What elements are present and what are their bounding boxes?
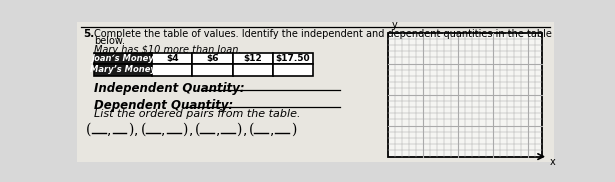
Text: ): ) — [291, 123, 296, 137]
Text: ,: , — [107, 123, 111, 137]
Bar — [152, 53, 192, 64]
Bar — [273, 64, 313, 76]
Bar — [94, 64, 152, 76]
Text: (: ( — [140, 123, 146, 137]
Text: (: ( — [86, 123, 92, 137]
Bar — [273, 53, 313, 64]
Text: ,: , — [188, 123, 193, 137]
Text: Complete the table of values. Identify the independent and dependent quantities : Complete the table of values. Identify t… — [94, 29, 552, 39]
Text: Mary’s Money: Mary’s Money — [90, 66, 156, 74]
Text: (: ( — [249, 123, 254, 137]
Text: $6: $6 — [206, 54, 219, 63]
Text: ,: , — [134, 123, 138, 137]
Text: x: x — [550, 157, 555, 167]
Text: ,: , — [161, 123, 165, 137]
Text: $12: $12 — [244, 54, 262, 63]
Text: (: ( — [195, 123, 200, 137]
Text: ,: , — [270, 123, 274, 137]
Text: 5.: 5. — [83, 29, 94, 39]
Text: Mary has $10 more than Joan.: Mary has $10 more than Joan. — [94, 45, 242, 55]
Text: ): ) — [182, 123, 188, 137]
Text: $17.50: $17.50 — [276, 54, 311, 63]
Text: ,: , — [216, 123, 220, 137]
Text: Dependent Quantity:: Dependent Quantity: — [94, 99, 233, 112]
Bar — [192, 64, 232, 76]
Text: Joan’s Money: Joan’s Money — [92, 54, 154, 63]
Bar — [232, 64, 273, 76]
Bar — [192, 53, 232, 64]
Bar — [152, 64, 192, 76]
Text: ): ) — [237, 123, 242, 137]
Bar — [232, 53, 273, 64]
Bar — [389, 33, 542, 157]
Text: Independent Quantity:: Independent Quantity: — [94, 82, 245, 95]
Text: below.: below. — [94, 36, 125, 46]
Bar — [94, 53, 152, 64]
Text: List the ordered pairs from the table.: List the ordered pairs from the table. — [94, 109, 300, 119]
Text: ,: , — [243, 123, 247, 137]
Text: $4: $4 — [166, 54, 178, 63]
Text: y: y — [392, 20, 397, 30]
Text: ): ) — [128, 123, 133, 137]
